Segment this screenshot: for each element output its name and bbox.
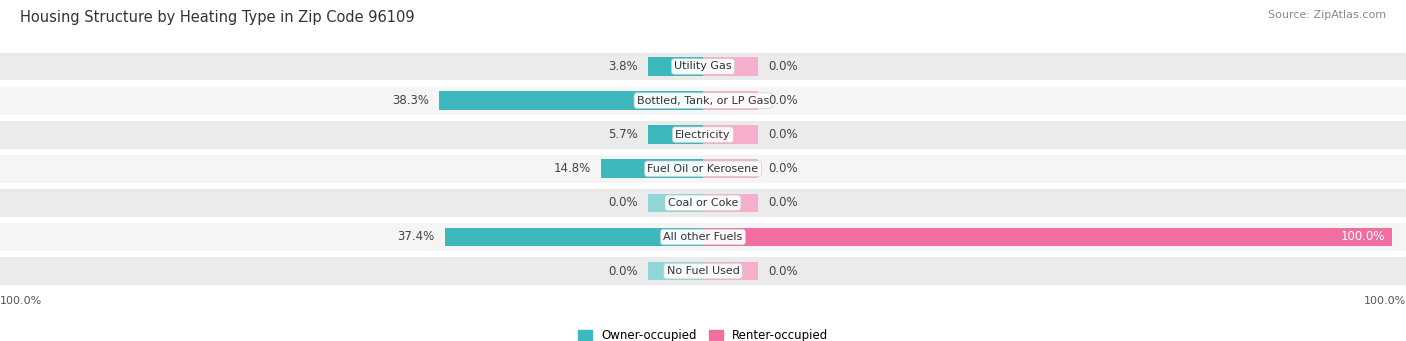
Bar: [703, 193, 758, 212]
Text: Housing Structure by Heating Type in Zip Code 96109: Housing Structure by Heating Type in Zip…: [20, 10, 415, 25]
Text: 100.0%: 100.0%: [1341, 231, 1385, 243]
Text: 0.0%: 0.0%: [769, 196, 799, 209]
Text: 37.4%: 37.4%: [398, 231, 434, 243]
Text: Source: ZipAtlas.com: Source: ZipAtlas.com: [1268, 10, 1386, 20]
Bar: [703, 91, 758, 110]
Bar: [0, 87, 1406, 115]
Text: 100.0%: 100.0%: [1364, 296, 1406, 306]
Text: 0.0%: 0.0%: [769, 94, 799, 107]
Text: Coal or Coke: Coal or Coke: [668, 198, 738, 208]
Bar: [648, 193, 703, 212]
Text: No Fuel Used: No Fuel Used: [666, 266, 740, 276]
Bar: [703, 262, 758, 280]
Bar: [0, 121, 1406, 149]
Bar: [0, 223, 1406, 251]
Text: 0.0%: 0.0%: [769, 60, 799, 73]
Text: All other Fuels: All other Fuels: [664, 232, 742, 242]
Text: 14.8%: 14.8%: [554, 162, 591, 175]
Text: Fuel Oil or Kerosene: Fuel Oil or Kerosene: [647, 164, 759, 174]
Bar: [648, 125, 703, 144]
Text: 38.3%: 38.3%: [392, 94, 429, 107]
Bar: [0, 257, 1406, 285]
Bar: [0, 155, 1406, 183]
Text: Utility Gas: Utility Gas: [675, 61, 731, 72]
Bar: [0, 53, 1406, 80]
Text: Bottled, Tank, or LP Gas: Bottled, Tank, or LP Gas: [637, 95, 769, 106]
Text: 3.8%: 3.8%: [607, 60, 637, 73]
Bar: [703, 125, 758, 144]
Text: 0.0%: 0.0%: [769, 162, 799, 175]
Text: 0.0%: 0.0%: [769, 265, 799, 278]
Text: Electricity: Electricity: [675, 130, 731, 140]
Text: 5.7%: 5.7%: [607, 128, 637, 141]
Text: 100.0%: 100.0%: [0, 296, 42, 306]
Bar: [703, 228, 1392, 246]
Bar: [446, 228, 703, 246]
Text: 0.0%: 0.0%: [607, 265, 637, 278]
Bar: [703, 159, 758, 178]
Bar: [648, 57, 703, 76]
Bar: [0, 189, 1406, 217]
Text: 0.0%: 0.0%: [607, 196, 637, 209]
Legend: Owner-occupied, Renter-occupied: Owner-occupied, Renter-occupied: [572, 325, 834, 341]
Bar: [703, 57, 758, 76]
Bar: [439, 91, 703, 110]
Bar: [648, 262, 703, 280]
Bar: [600, 159, 703, 178]
Text: 0.0%: 0.0%: [769, 128, 799, 141]
